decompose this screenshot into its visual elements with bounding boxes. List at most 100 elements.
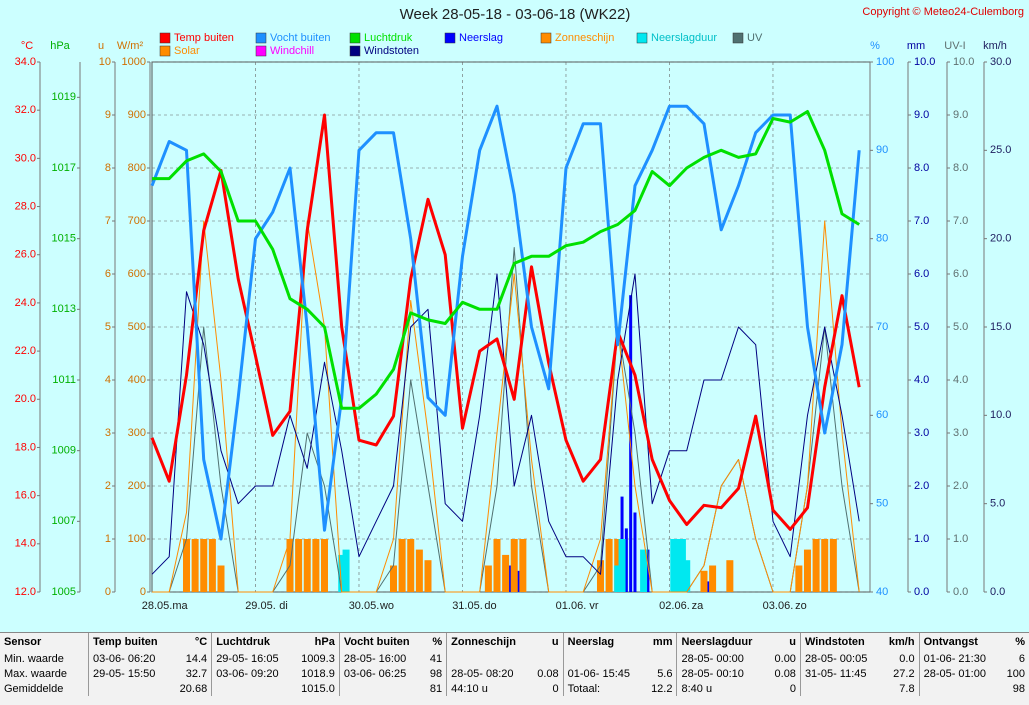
cell-value: 6 <box>1018 652 1025 665</box>
header-cell: Temp buiten <box>88 633 172 651</box>
tick-label: 10.0 <box>914 56 935 68</box>
x-weekday: do <box>484 600 496 612</box>
tick-label: 60 <box>876 409 888 421</box>
tick-label: 18.0 <box>15 441 36 453</box>
bar <box>510 539 518 592</box>
tick-label: 7 <box>105 215 111 227</box>
cell-time: 03-06- 06:25 <box>338 666 424 681</box>
cell-time <box>562 651 644 666</box>
cell-value: 20.68 <box>179 682 208 695</box>
x-weekday: za <box>692 600 705 612</box>
tick-label: 15.0 <box>990 321 1011 333</box>
tick-label: 0 <box>105 586 111 598</box>
tick-label: 1015 <box>52 233 76 245</box>
header-unit: u <box>789 636 796 648</box>
row-label: Max. waarde <box>4 667 67 680</box>
cell-value: 1015.0 <box>301 682 335 695</box>
cell-time: Totaal: <box>562 681 644 696</box>
tick-label: 20.0 <box>15 393 36 405</box>
header-unit: km/h <box>888 636 915 648</box>
bar <box>674 539 682 592</box>
bar <box>415 549 423 592</box>
tick-label: 14.0 <box>15 538 36 550</box>
cell-time <box>211 681 292 696</box>
cell-time: 28-05- 00:10 <box>676 666 767 681</box>
tick-label: 300 <box>128 427 146 439</box>
x-tick-label: 28.05. <box>142 600 173 612</box>
cell-time: 28-05- 01:00 <box>918 666 1000 681</box>
axis-unit: UV-I <box>944 40 965 52</box>
legend-label: Luchtdruk <box>364 32 413 44</box>
tick-label: 0 <box>140 586 146 598</box>
tick-label: 3 <box>105 427 111 439</box>
tick-label: 1005 <box>52 586 76 598</box>
legend-swatch <box>159 45 171 57</box>
tick-label: 8 <box>105 162 111 174</box>
header-unit: °C <box>194 636 208 648</box>
header-cell: Neerslagduur <box>676 633 767 651</box>
tick-label: 100 <box>876 56 894 68</box>
tick-label: 16.0 <box>15 490 36 502</box>
bar <box>624 528 628 592</box>
tick-label: 7.0 <box>914 215 929 227</box>
bar <box>683 560 691 592</box>
x-tick-label: 29.05. <box>245 600 276 612</box>
tick-label: 6.0 <box>953 268 968 280</box>
cell-value: 0.08 <box>537 667 559 680</box>
header-cell: Windstoten <box>799 633 881 651</box>
cell-value: 0.0 <box>899 652 915 665</box>
bar <box>678 539 686 592</box>
tick-label: 2 <box>105 480 111 492</box>
tick-label: 5.0 <box>990 498 1005 510</box>
tick-label: 2.0 <box>914 480 929 492</box>
bar <box>508 565 512 592</box>
tick-label: 10.0 <box>990 409 1011 421</box>
cell-time <box>338 681 424 696</box>
bar <box>633 512 637 592</box>
tick-label: 500 <box>128 321 146 333</box>
cell-time: 28-05- 00:05 <box>799 651 881 666</box>
cell-time: 28-05- 16:00 <box>338 651 424 666</box>
axis-unit: % <box>870 40 880 52</box>
header-cell: Vocht buiten <box>338 633 424 651</box>
bar <box>407 539 415 592</box>
cell-time: 01-06- 21:30 <box>918 651 1000 666</box>
header-cell: Zonneschijn <box>446 633 530 651</box>
header-cell: Sensor <box>4 636 42 648</box>
tick-label: 26.0 <box>15 249 36 261</box>
cell-time <box>918 681 1000 696</box>
header-unit: hPa <box>314 636 335 648</box>
tick-label: 12.0 <box>15 586 36 598</box>
axis-unit: u <box>98 40 104 52</box>
cell-time: 29-05- 16:05 <box>211 651 292 666</box>
bar <box>295 539 303 592</box>
tick-label: 700 <box>128 215 146 227</box>
cell-time: 01-06- 15:45 <box>562 666 644 681</box>
bar <box>389 565 397 592</box>
x-weekday: di <box>279 600 288 612</box>
axis-unit: mm <box>907 40 925 52</box>
tick-label: 0.0 <box>953 586 968 598</box>
tick-label: 10.0 <box>953 56 974 68</box>
axis-unit: °C <box>21 40 33 52</box>
bar <box>493 539 501 592</box>
copyright: Copyright © Meteo24-Culemborg <box>862 6 1024 18</box>
x-tick-label: 31.05. <box>452 600 483 612</box>
cell-value: 0.00 <box>774 652 796 665</box>
bar <box>596 560 604 592</box>
bar <box>670 539 678 592</box>
bar <box>709 565 717 592</box>
bar <box>517 570 521 592</box>
cell-value: 12.2 <box>651 682 673 695</box>
legend-label: Zonneschijn <box>555 32 614 44</box>
chart: Week 28-05-18 - 03-06-18 (WK22) Copyrigh… <box>15 6 1024 612</box>
x-weekday: ma <box>172 600 188 612</box>
tick-label: 3.0 <box>953 427 968 439</box>
cell-value: 1018.9 <box>301 667 335 680</box>
tick-label: 6 <box>105 268 111 280</box>
tick-label: 25.0 <box>990 144 1011 156</box>
cell-time: 03-06- 06:20 <box>88 651 172 666</box>
x-tick-label: 02.06. <box>659 600 690 612</box>
cell-value: 41 <box>429 652 443 665</box>
